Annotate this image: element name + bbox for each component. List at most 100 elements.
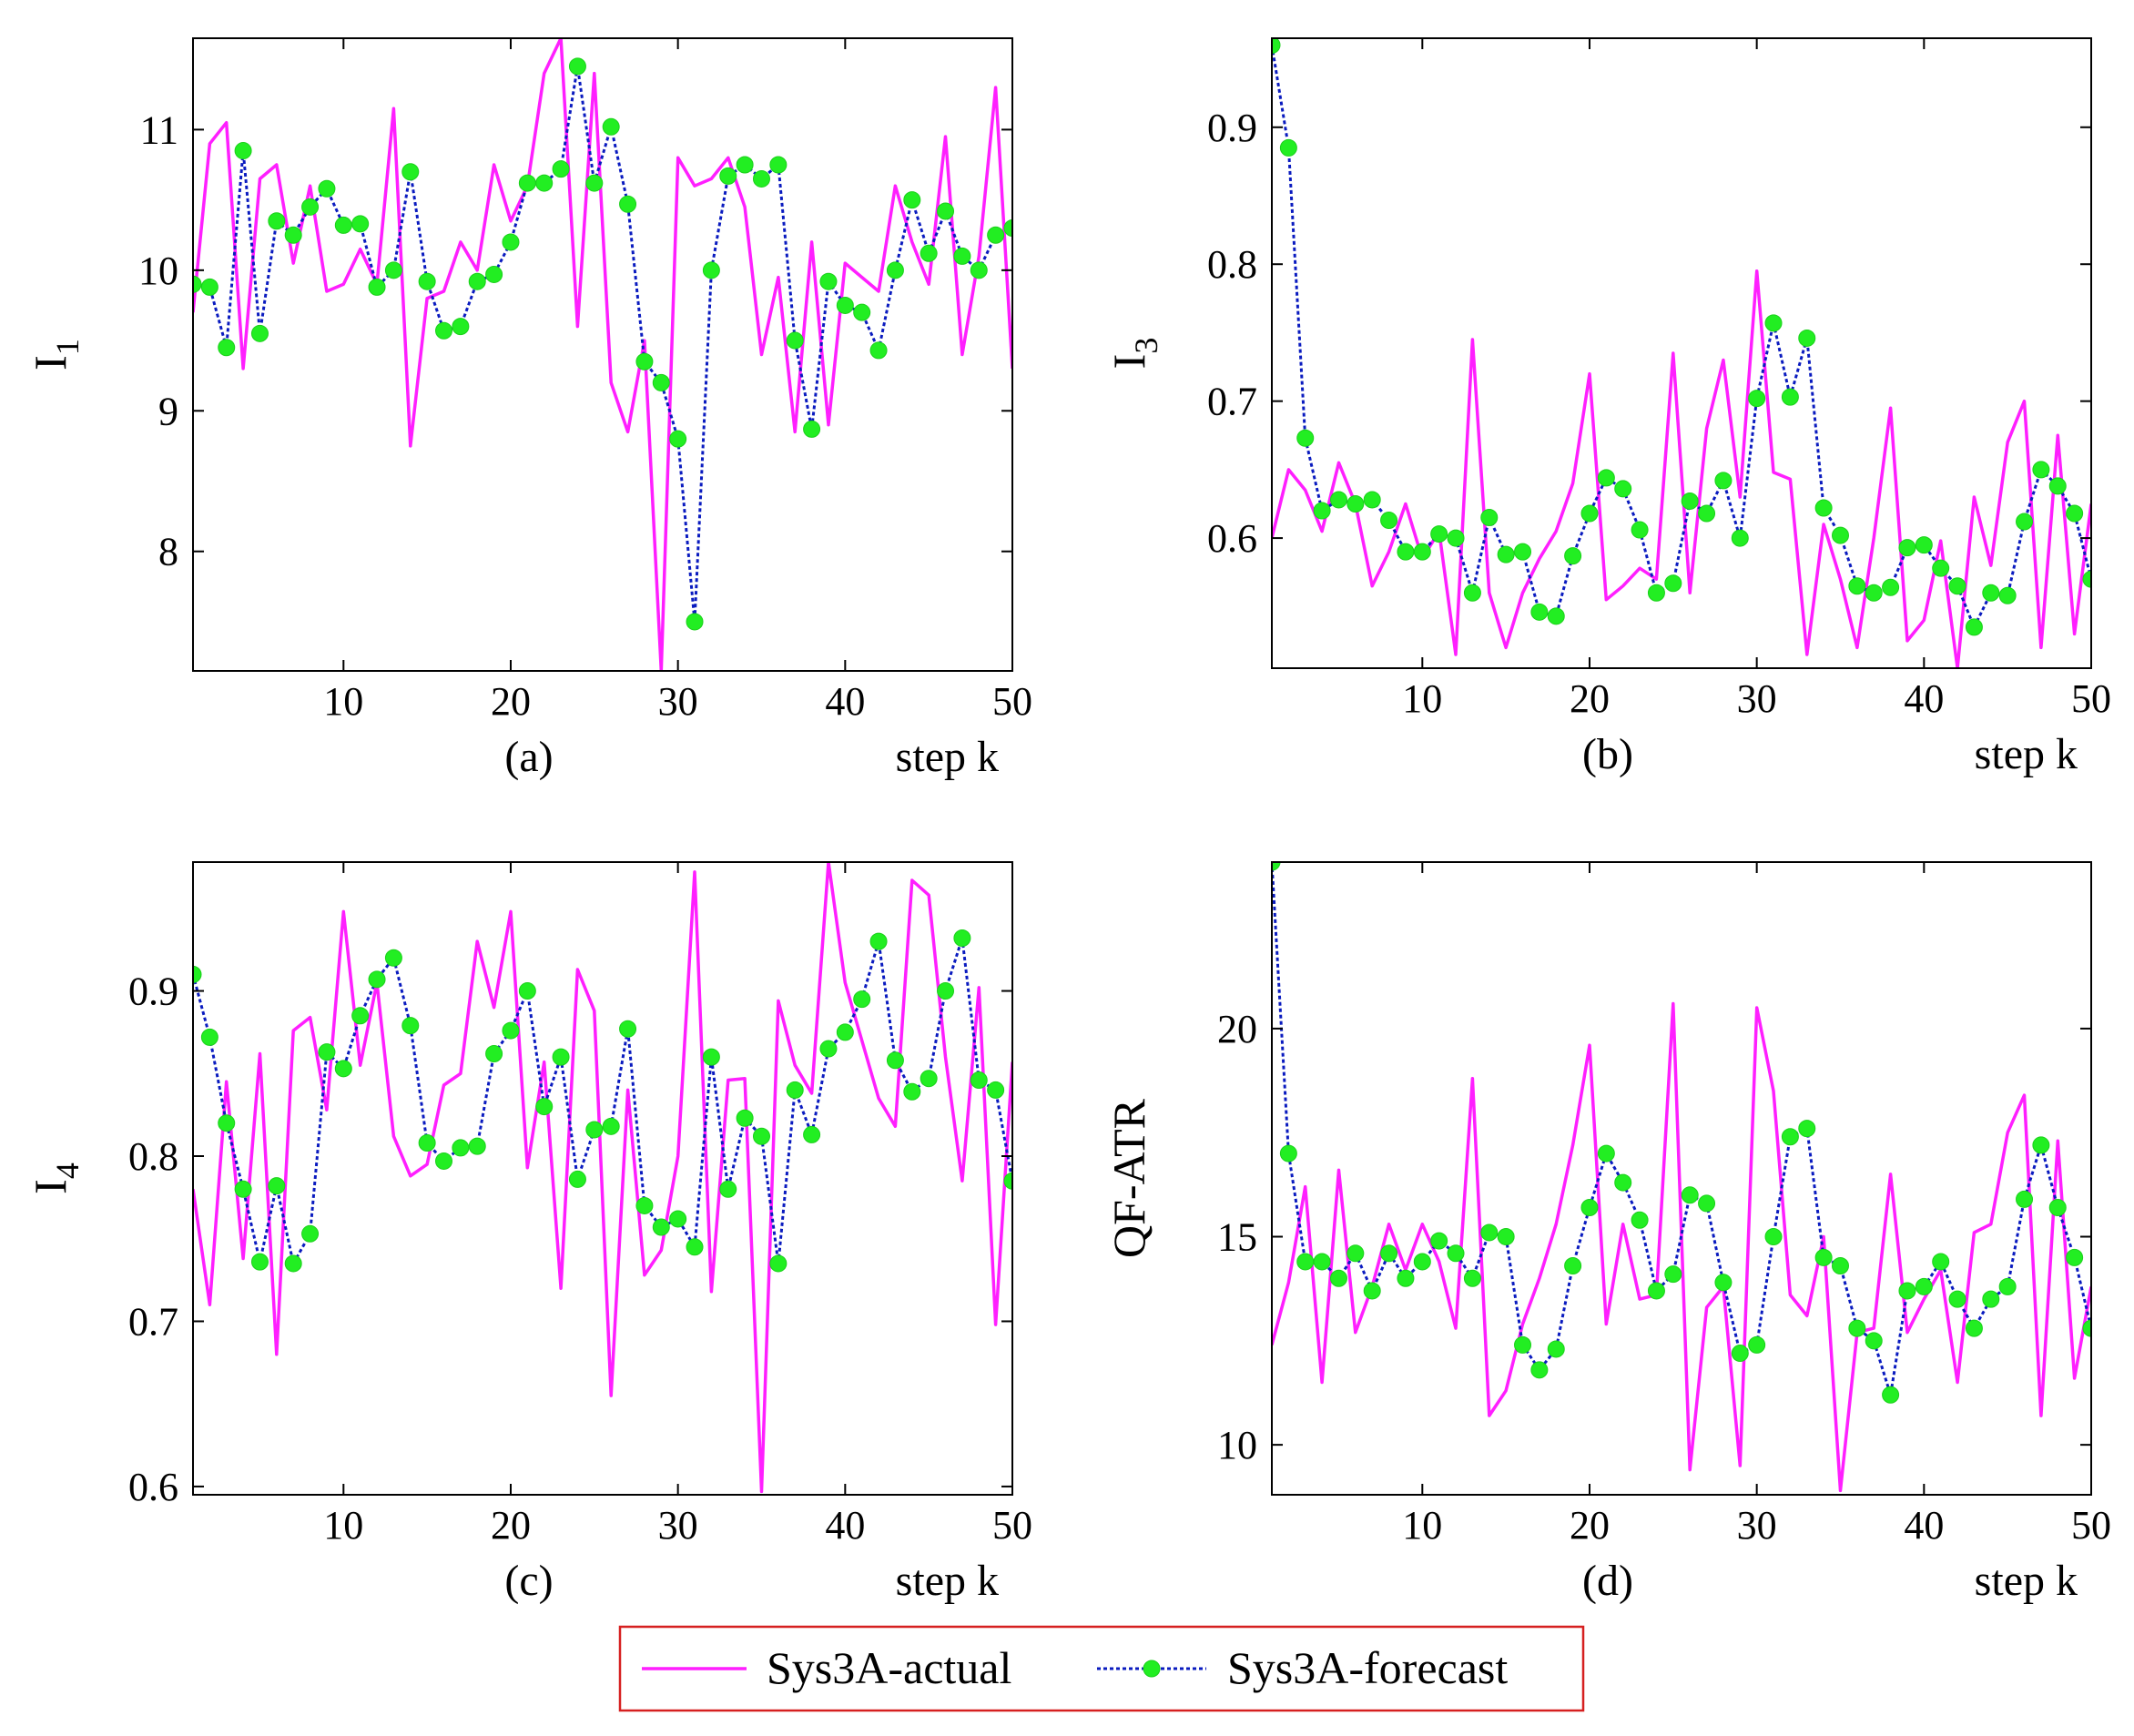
- x-tick-label: 30: [1737, 1503, 1777, 1548]
- forecast-point: [435, 321, 453, 340]
- y-tick-label: 0.8: [128, 1134, 178, 1179]
- y-tick-label: 9: [158, 389, 178, 433]
- forecast-point: [1664, 574, 1682, 593]
- forecast-point: [1363, 1282, 1381, 1300]
- forecast-point: [1814, 1248, 1833, 1266]
- forecast-point: [987, 1081, 1005, 1099]
- plot-area: [193, 862, 1012, 1494]
- y-tick-label: 15: [1217, 1215, 1257, 1260]
- forecast-point: [218, 339, 236, 357]
- series-actual-line: [193, 38, 1012, 671]
- forecast-point: [535, 174, 554, 192]
- forecast-point: [200, 278, 218, 296]
- x-tick-label: 40: [1904, 676, 1944, 721]
- forecast-point: [953, 247, 971, 265]
- forecast-point: [518, 174, 536, 192]
- axes-frame: [192, 861, 1013, 1496]
- forecast-point: [953, 929, 971, 947]
- forecast-point: [1631, 521, 1649, 539]
- forecast-point: [250, 1253, 269, 1271]
- forecast-point: [1547, 1340, 1565, 1358]
- y-tick-label: 0.6: [1207, 516, 1257, 561]
- forecast-point: [652, 373, 670, 391]
- forecast-point: [301, 198, 320, 216]
- forecast-point: [2082, 570, 2091, 588]
- forecast-point: [1463, 584, 1481, 602]
- forecast-point: [803, 1125, 821, 1143]
- x-axis-label: step k: [1975, 1557, 2078, 1605]
- forecast-point: [1731, 529, 1749, 547]
- forecast-point: [869, 932, 888, 950]
- forecast-point: [1982, 584, 2000, 602]
- forecast-point: [1681, 492, 1699, 510]
- forecast-point: [1814, 499, 1833, 517]
- forecast-point: [1346, 494, 1365, 513]
- forecast-point: [384, 949, 402, 967]
- y-tick-label: 0.6: [128, 1465, 178, 1509]
- forecast-point: [669, 1210, 687, 1228]
- axes-frame: [1271, 37, 2092, 669]
- forecast-point: [1313, 1253, 1331, 1271]
- forecast-point: [234, 142, 252, 160]
- forecast-point: [518, 982, 536, 1000]
- forecast-point: [585, 1121, 604, 1139]
- forecast-point: [1279, 138, 1297, 157]
- forecast-point: [920, 244, 938, 262]
- forecast-point: [1413, 1253, 1431, 1271]
- forecast-point: [1647, 584, 1665, 602]
- forecast-point: [752, 1127, 770, 1145]
- forecast-point: [568, 57, 586, 76]
- y-tick-label: 8: [158, 530, 178, 574]
- forecast-point: [836, 296, 854, 314]
- forecast-point: [1998, 1277, 2017, 1295]
- y-tick-label: 11: [140, 107, 178, 152]
- forecast-point: [786, 331, 804, 350]
- panel-c: 10 20 30 40 50 0.6 0.7 0.8 0.9 (c) step k I4: [25, 861, 1032, 1605]
- forecast-point: [1480, 1223, 1499, 1242]
- panel-subtitle: (a): [504, 733, 553, 781]
- forecast-point: [769, 1254, 788, 1273]
- forecast-point: [268, 212, 286, 230]
- x-tick-label: 40: [825, 1503, 865, 1548]
- forecast-point: [2032, 461, 2050, 479]
- forecast-point: [1698, 504, 1716, 523]
- forecast-point: [1580, 1199, 1599, 1217]
- forecast-point: [284, 1254, 302, 1273]
- forecast-point: [702, 1048, 720, 1066]
- y-axis-label: I1: [25, 339, 86, 371]
- axes-frame: [1271, 861, 2092, 1496]
- forecast-point: [819, 272, 838, 290]
- forecast-point: [1965, 1319, 1983, 1337]
- series-forecast-line: [193, 938, 1012, 1268]
- forecast-point: [1430, 1232, 1448, 1250]
- forecast-point: [1798, 1120, 1816, 1138]
- forecast-point: [1397, 1269, 1415, 1287]
- forecast-point: [1848, 577, 1866, 595]
- forecast-point: [987, 226, 1005, 244]
- legend: Sys3A-actual Sys3A-forecast: [618, 1625, 1585, 1712]
- forecast-point: [250, 324, 269, 342]
- forecast-point: [1882, 578, 1900, 596]
- y-tick-label: 0.9: [128, 970, 178, 1014]
- forecast-point: [1329, 491, 1347, 509]
- forecast-point: [193, 965, 202, 983]
- forecast-point: [1564, 547, 1582, 565]
- forecast-point: [2048, 477, 2067, 495]
- forecast-point: [1681, 1186, 1699, 1204]
- forecast-point: [1296, 1253, 1315, 1271]
- y-axis-label: I4: [25, 1162, 86, 1194]
- forecast-point: [1614, 1173, 1632, 1192]
- forecast-point: [886, 1051, 904, 1070]
- forecast-point: [719, 1180, 737, 1198]
- y-tick-label: 10: [1217, 1423, 1257, 1467]
- forecast-point: [970, 1071, 988, 1090]
- forecast-point: [1447, 1244, 1465, 1263]
- forecast-point: [769, 156, 788, 174]
- forecast-point: [903, 191, 921, 209]
- series-forecast-line: [1272, 862, 2091, 1396]
- forecast-point: [368, 970, 386, 989]
- forecast-point: [869, 341, 888, 360]
- forecast-point: [819, 1040, 838, 1058]
- forecast-point: [602, 117, 620, 136]
